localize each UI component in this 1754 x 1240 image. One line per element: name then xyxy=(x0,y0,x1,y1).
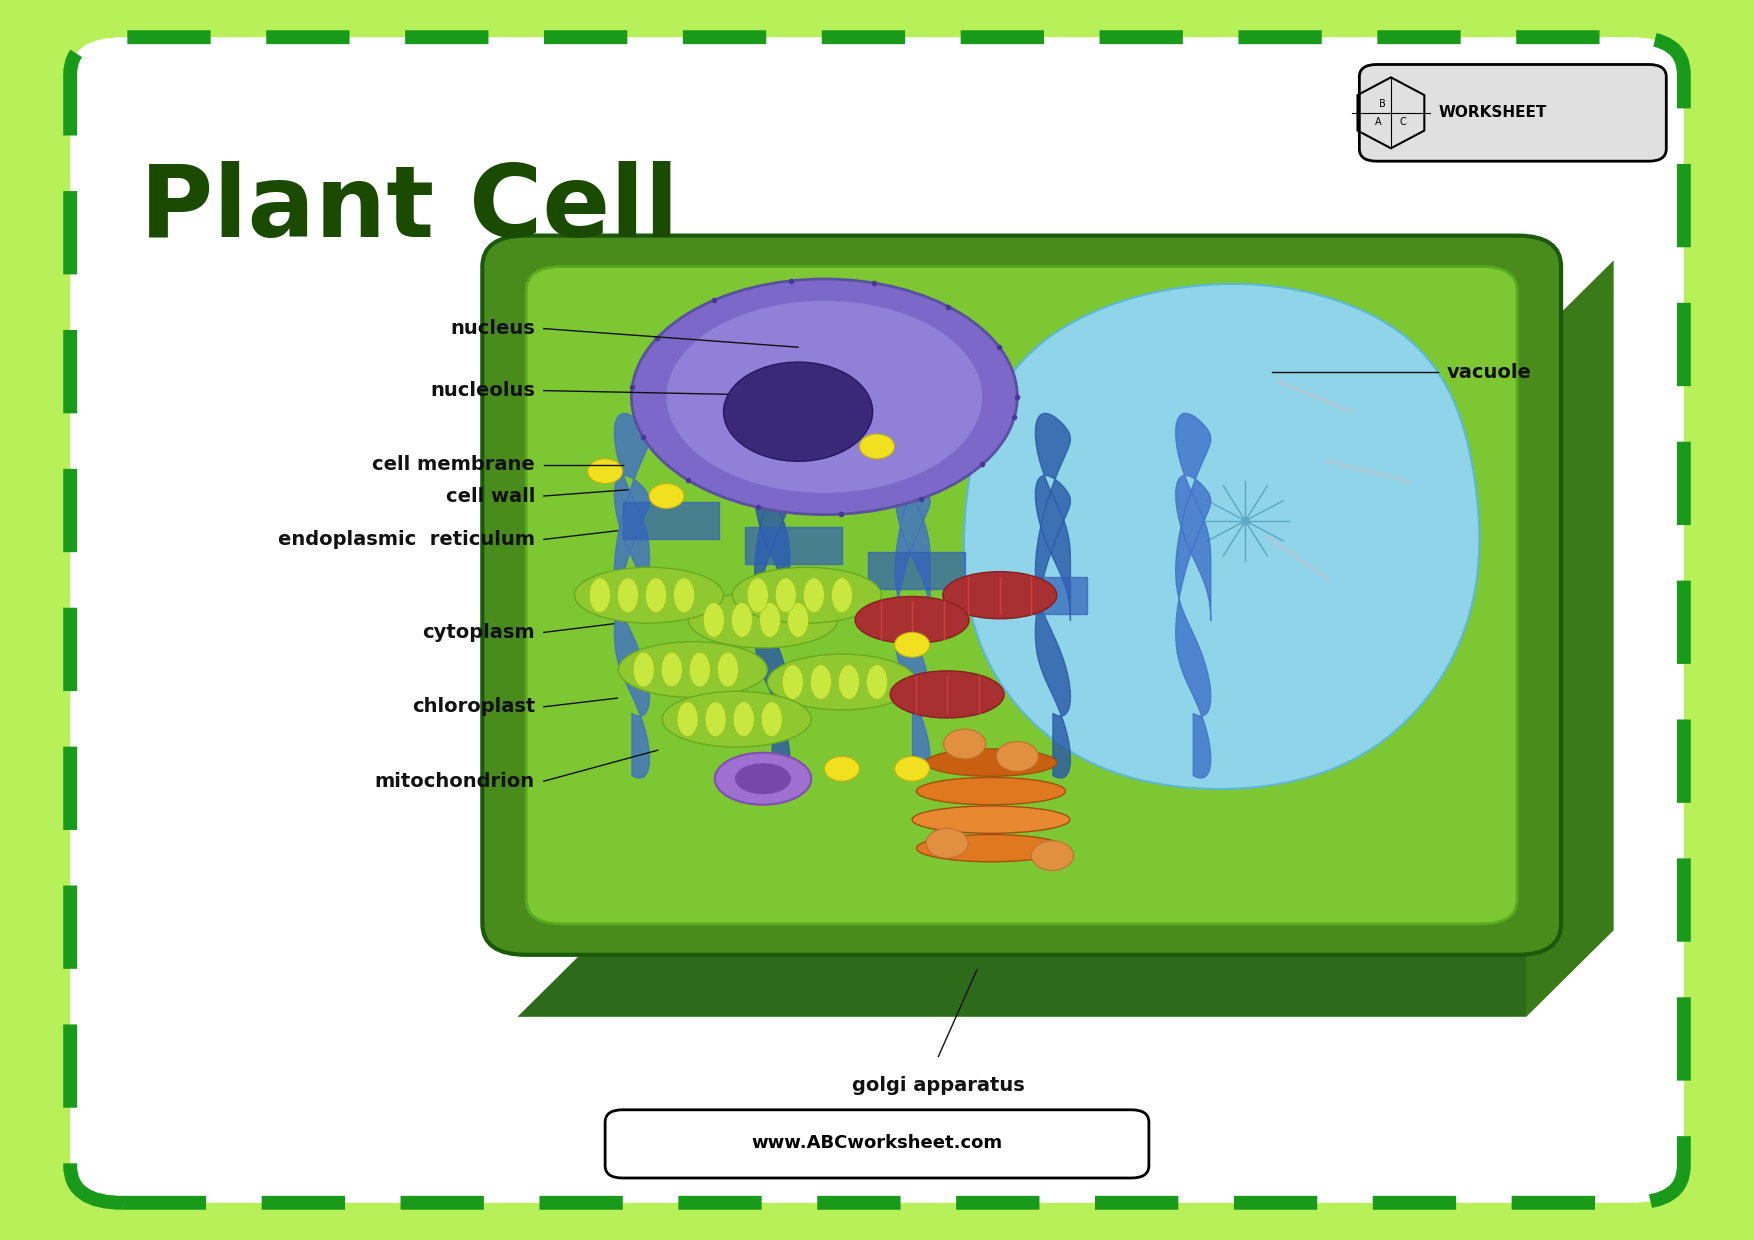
Ellipse shape xyxy=(617,642,766,697)
FancyBboxPatch shape xyxy=(70,37,1684,1203)
Ellipse shape xyxy=(717,652,738,687)
Ellipse shape xyxy=(688,593,837,647)
Ellipse shape xyxy=(831,578,852,613)
Ellipse shape xyxy=(916,835,1065,862)
Ellipse shape xyxy=(667,300,982,492)
Text: WORKSHEET: WORKSHEET xyxy=(1438,105,1547,120)
Polygon shape xyxy=(1526,260,1614,1017)
Ellipse shape xyxy=(924,749,1056,776)
Ellipse shape xyxy=(631,279,1017,515)
Circle shape xyxy=(895,632,930,657)
Ellipse shape xyxy=(838,665,859,699)
Ellipse shape xyxy=(782,665,803,699)
Ellipse shape xyxy=(589,578,610,613)
Circle shape xyxy=(859,434,895,459)
Text: mitochondrion: mitochondrion xyxy=(375,771,535,791)
Circle shape xyxy=(926,828,968,858)
Text: vacuole: vacuole xyxy=(1447,362,1531,382)
Ellipse shape xyxy=(912,806,1070,833)
Ellipse shape xyxy=(747,578,768,613)
Ellipse shape xyxy=(703,603,724,637)
Ellipse shape xyxy=(761,702,782,737)
Ellipse shape xyxy=(889,671,1003,718)
Ellipse shape xyxy=(661,652,682,687)
Ellipse shape xyxy=(705,702,726,737)
FancyBboxPatch shape xyxy=(526,267,1517,924)
Ellipse shape xyxy=(788,603,809,637)
Ellipse shape xyxy=(916,777,1065,805)
Text: cytoplasm: cytoplasm xyxy=(423,622,535,642)
Ellipse shape xyxy=(617,578,638,613)
Ellipse shape xyxy=(689,652,710,687)
Circle shape xyxy=(944,729,986,759)
Ellipse shape xyxy=(766,655,916,709)
Text: C: C xyxy=(1400,117,1407,126)
Ellipse shape xyxy=(810,665,831,699)
Text: endoplasmic  reticulum: endoplasmic reticulum xyxy=(277,529,535,549)
Text: cell wall: cell wall xyxy=(446,486,535,506)
Text: Plant Cell: Plant Cell xyxy=(140,161,679,258)
Ellipse shape xyxy=(735,764,791,795)
Text: cell membrane: cell membrane xyxy=(372,455,535,475)
Ellipse shape xyxy=(759,603,781,637)
Circle shape xyxy=(996,742,1038,771)
Ellipse shape xyxy=(731,603,752,637)
Text: nucleolus: nucleolus xyxy=(430,381,535,401)
Ellipse shape xyxy=(714,753,810,805)
Polygon shape xyxy=(965,284,1479,789)
FancyBboxPatch shape xyxy=(482,236,1561,955)
Ellipse shape xyxy=(661,692,810,746)
FancyBboxPatch shape xyxy=(1359,64,1666,161)
Ellipse shape xyxy=(942,572,1056,619)
Text: www.ABCworksheet.com: www.ABCworksheet.com xyxy=(751,1135,1003,1152)
Ellipse shape xyxy=(803,578,824,613)
Circle shape xyxy=(588,459,623,484)
Text: chloroplast: chloroplast xyxy=(412,697,535,717)
Circle shape xyxy=(895,756,930,781)
FancyBboxPatch shape xyxy=(605,1110,1149,1178)
Text: B: B xyxy=(1379,99,1386,109)
Ellipse shape xyxy=(674,578,695,613)
Ellipse shape xyxy=(856,596,970,644)
Ellipse shape xyxy=(677,702,698,737)
Ellipse shape xyxy=(633,652,654,687)
Circle shape xyxy=(649,484,684,508)
Circle shape xyxy=(824,756,859,781)
Ellipse shape xyxy=(574,568,723,622)
Circle shape xyxy=(1031,841,1073,870)
Text: A: A xyxy=(1375,117,1382,126)
Ellipse shape xyxy=(733,702,754,737)
Text: nucleus: nucleus xyxy=(451,319,535,339)
Ellipse shape xyxy=(775,578,796,613)
Text: golgi apparatus: golgi apparatus xyxy=(852,1076,1024,1095)
Polygon shape xyxy=(517,930,1614,1017)
Ellipse shape xyxy=(723,362,872,461)
Ellipse shape xyxy=(866,665,888,699)
Ellipse shape xyxy=(645,578,667,613)
Ellipse shape xyxy=(733,568,881,622)
